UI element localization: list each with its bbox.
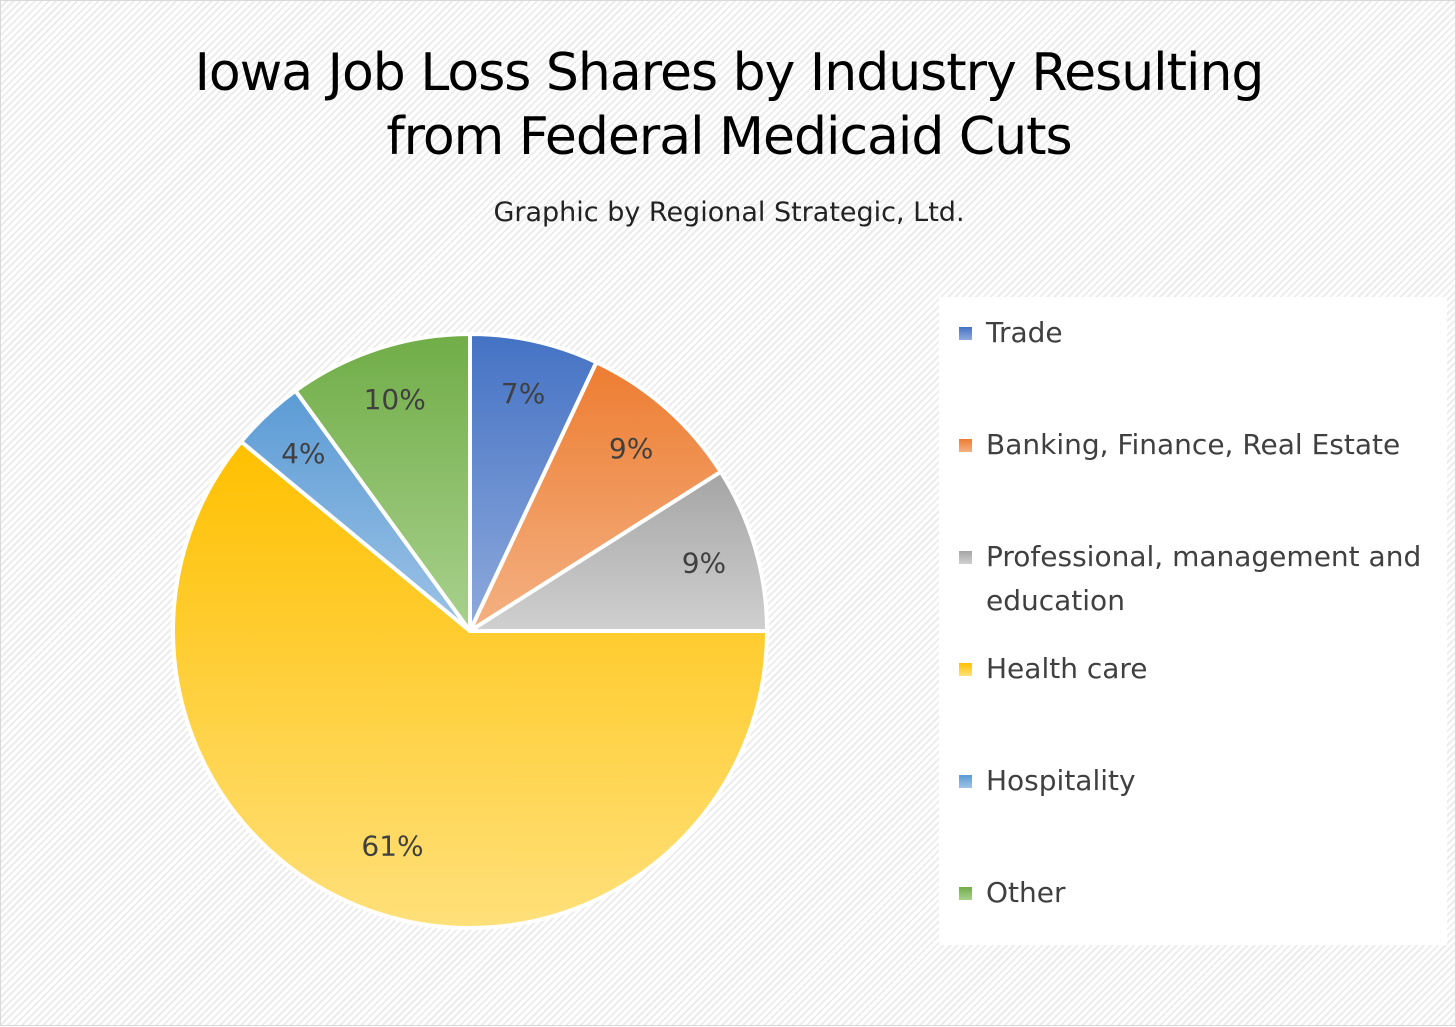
data-label-other: 10% xyxy=(364,383,426,416)
pie-slice-trade[interactable] xyxy=(468,332,599,633)
pie-slices xyxy=(171,332,769,930)
legend-label-hospitality: Hospitality xyxy=(986,764,1136,797)
legend-label-health-care: Health care xyxy=(986,652,1148,685)
legend-item-banking[interactable]: Banking, Finance, Real Estate xyxy=(959,423,1439,467)
legend-swatch-hospitality xyxy=(959,775,972,788)
legend-item-hospitality[interactable]: Hospitality xyxy=(959,759,1439,803)
legend-swatch-other xyxy=(959,887,972,900)
legend: Trade Banking, Finance, Real Estate Prof… xyxy=(939,297,1447,945)
data-label-banking-finance-real-estate: 9% xyxy=(609,432,653,465)
data-label-professional-management-and-education: 9% xyxy=(682,547,726,580)
pie-slice-other[interactable] xyxy=(293,332,472,633)
pie-data-labels: 7% 9% 9% 61% 4% 10% xyxy=(281,377,726,863)
legend-swatch-professional xyxy=(959,551,972,564)
legend-label-other: Other xyxy=(986,876,1066,909)
legend-swatch-banking xyxy=(959,439,972,452)
chart-subtitle: Graphic by Regional Strategic, Ltd. xyxy=(493,197,965,228)
legend-swatch-trade xyxy=(959,327,972,340)
pie-slice-banking-finance-real-estate[interactable] xyxy=(468,360,723,633)
legend-item-professional[interactable]: Professional, management and education xyxy=(959,535,1439,623)
chart-title: Iowa Job Loss Shares by Industry Resulti… xyxy=(1,41,1456,169)
pie-slice-professional-management-and-education[interactable] xyxy=(468,469,769,633)
legend-label-professional: Professional, management and education xyxy=(986,540,1422,617)
chart-title-line-2: from Federal Medicaid Cuts xyxy=(386,107,1072,167)
legend-item-trade[interactable]: Trade xyxy=(959,311,1439,355)
pie-slice-health-care[interactable] xyxy=(171,439,769,930)
data-label-trade: 7% xyxy=(501,377,545,410)
legend-label-banking: Banking, Finance, Real Estate xyxy=(986,428,1401,461)
legend-label-trade: Trade xyxy=(986,316,1063,349)
legend-swatch-health-care xyxy=(959,663,972,676)
chart-title-line-1: Iowa Job Loss Shares by Industry Resulti… xyxy=(194,43,1265,103)
data-label-hospitality: 4% xyxy=(281,437,325,470)
data-label-health-care: 61% xyxy=(361,830,423,863)
legend-item-health-care[interactable]: Health care xyxy=(959,647,1439,691)
legend-item-other[interactable]: Other xyxy=(959,871,1439,915)
